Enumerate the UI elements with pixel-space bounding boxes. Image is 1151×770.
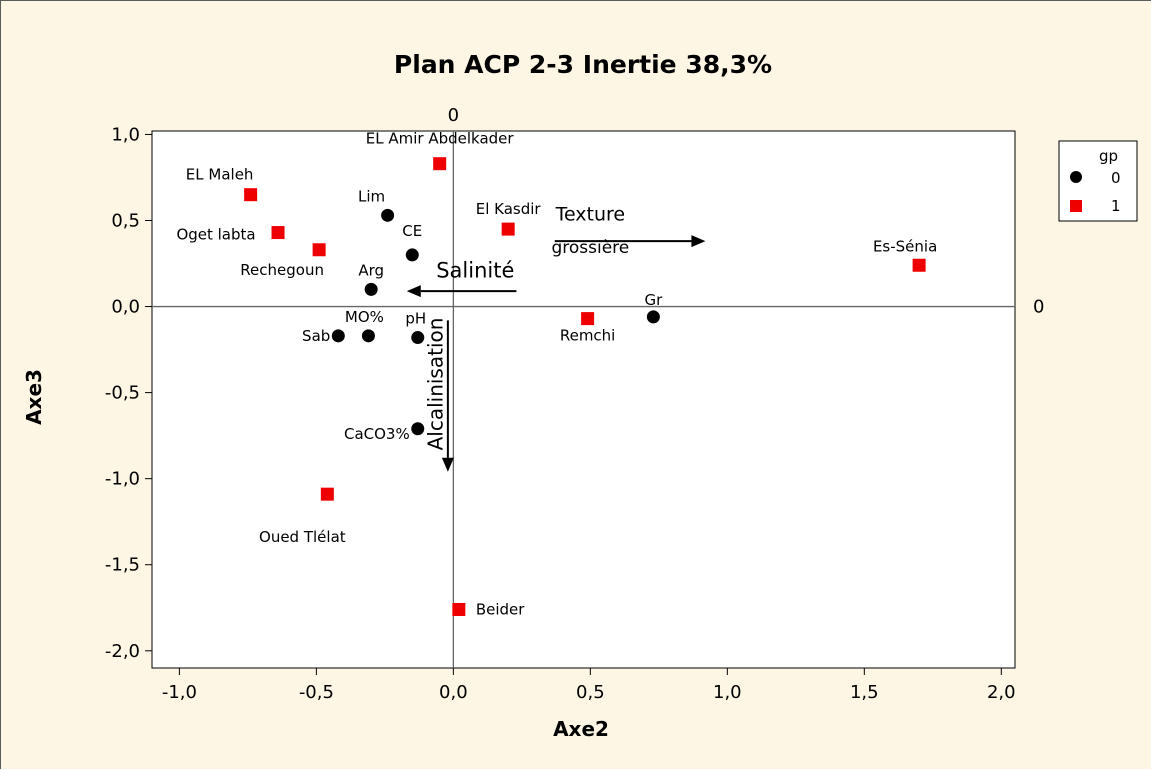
- legend-title: gp: [1099, 147, 1118, 165]
- point-label-caco3-: CaCO3%: [344, 425, 410, 443]
- point-label-ce: CE: [402, 222, 422, 240]
- x-axis-title: Axe2: [553, 717, 609, 741]
- texture-arrow: [554, 235, 706, 248]
- point-mo-: [361, 329, 375, 343]
- annotation-3: Alcalinisation: [423, 318, 447, 451]
- x-tick-label: -1,0: [162, 682, 197, 703]
- annotation-1: grossière: [551, 238, 629, 258]
- point-el-amir-abdelkader: [433, 157, 447, 171]
- point-caco3-: [411, 422, 425, 436]
- point-oued-tl-lat: [320, 487, 334, 501]
- point-sab: [331, 329, 345, 343]
- y-tick-label: 0,0: [111, 297, 140, 318]
- texture-arrow-head: [691, 235, 706, 248]
- point-rechegoun: [312, 243, 326, 257]
- alcalinisation-arrow-head: [441, 457, 454, 472]
- point-label-remchi: Remchi: [560, 327, 616, 345]
- point-label-arg: Arg: [358, 261, 384, 279]
- legend-label-0: 0: [1111, 169, 1121, 187]
- legend-marker-0: [1070, 171, 1082, 183]
- point-label-sab: Sab: [302, 327, 330, 345]
- alcalinisation-arrow: [441, 320, 454, 472]
- point-label-oued-tl-lat: Oued Tlélat: [259, 528, 346, 546]
- legend-label-1: 1: [1111, 197, 1121, 215]
- point-label-el-amir-abdelkader: EL Amir Abdelkader: [366, 130, 515, 148]
- point-lim: [381, 208, 395, 222]
- legend-marker-1: [1070, 200, 1082, 212]
- point-label-lim: Lim: [358, 187, 385, 205]
- point-el-maleh: [244, 188, 258, 202]
- interpretation-arrows: Texture grossière Salinité Alcalinisation: [406, 204, 706, 472]
- y-tick-label: -0,5: [105, 383, 140, 404]
- point-ph: [411, 331, 425, 345]
- point-oget-labta: [271, 226, 285, 240]
- point-label-ph: pH: [405, 310, 426, 328]
- series-1: EL Amir Abdelkader EL Maleh Oget labta Rech…: [176, 130, 937, 619]
- salinite-arrow: [406, 285, 517, 298]
- y-axis-title: Axe3: [22, 369, 46, 425]
- point-gr: [646, 310, 660, 324]
- vertical-reference-label: 0: [448, 105, 459, 126]
- x-tick-label: 2,0: [987, 682, 1016, 703]
- point-label-el-kasdir: El Kasdir: [476, 200, 542, 218]
- axis-ticks: -1,0 -0,5 0,0 0,5 1,0 1,5 2,0 1,0 0,5 0,0 -0,5 -1,0…: [105, 124, 1016, 703]
- y-tick-label: -1,0: [105, 469, 140, 490]
- y-tick-label: -2,0: [105, 641, 140, 662]
- plot-area: [151, 130, 1016, 669]
- x-tick-label: 1,0: [713, 682, 742, 703]
- annotation-0: Texture: [555, 204, 626, 226]
- point-label-beider: Beider: [476, 600, 525, 618]
- point-remchi: [581, 312, 595, 326]
- salinite-arrow-head: [406, 285, 421, 298]
- x-tick-label: 1,5: [850, 682, 879, 703]
- point-es-s-nia: [912, 258, 926, 272]
- point-beider: [452, 602, 466, 616]
- point-label-oget-labta: Oget labta: [176, 226, 255, 244]
- y-tick-label: -1,5: [105, 555, 140, 576]
- y-tick-label: 1,0: [111, 124, 140, 145]
- legend: gp 0 1: [1058, 140, 1138, 222]
- series-0: Lim CE Arg Gr Sab MO% pH CaCO3%: [302, 187, 663, 442]
- point-label-rechegoun: Rechegoun: [240, 261, 324, 279]
- point-label-mo-: MO%: [345, 308, 384, 326]
- y-tick-label: 0,5: [111, 211, 140, 232]
- reference-lines: 00: [152, 105, 1044, 668]
- point-arg: [364, 282, 378, 296]
- point-label-es-s-nia: Es-Sénia: [873, 237, 937, 255]
- point-label-el-maleh: EL Maleh: [186, 166, 254, 184]
- point-el-kasdir: [501, 222, 515, 236]
- x-tick-label: 0,0: [439, 682, 468, 703]
- horizontal-reference-label: 0: [1033, 297, 1044, 318]
- point-label-gr: Gr: [644, 291, 663, 309]
- x-tick-label: 0,5: [576, 682, 605, 703]
- chart-title: Plan ACP 2-3 Inertie 38,3%: [394, 50, 772, 79]
- annotation-2: Salinité: [436, 258, 514, 282]
- point-ce: [405, 248, 419, 262]
- x-tick-label: -0,5: [299, 682, 334, 703]
